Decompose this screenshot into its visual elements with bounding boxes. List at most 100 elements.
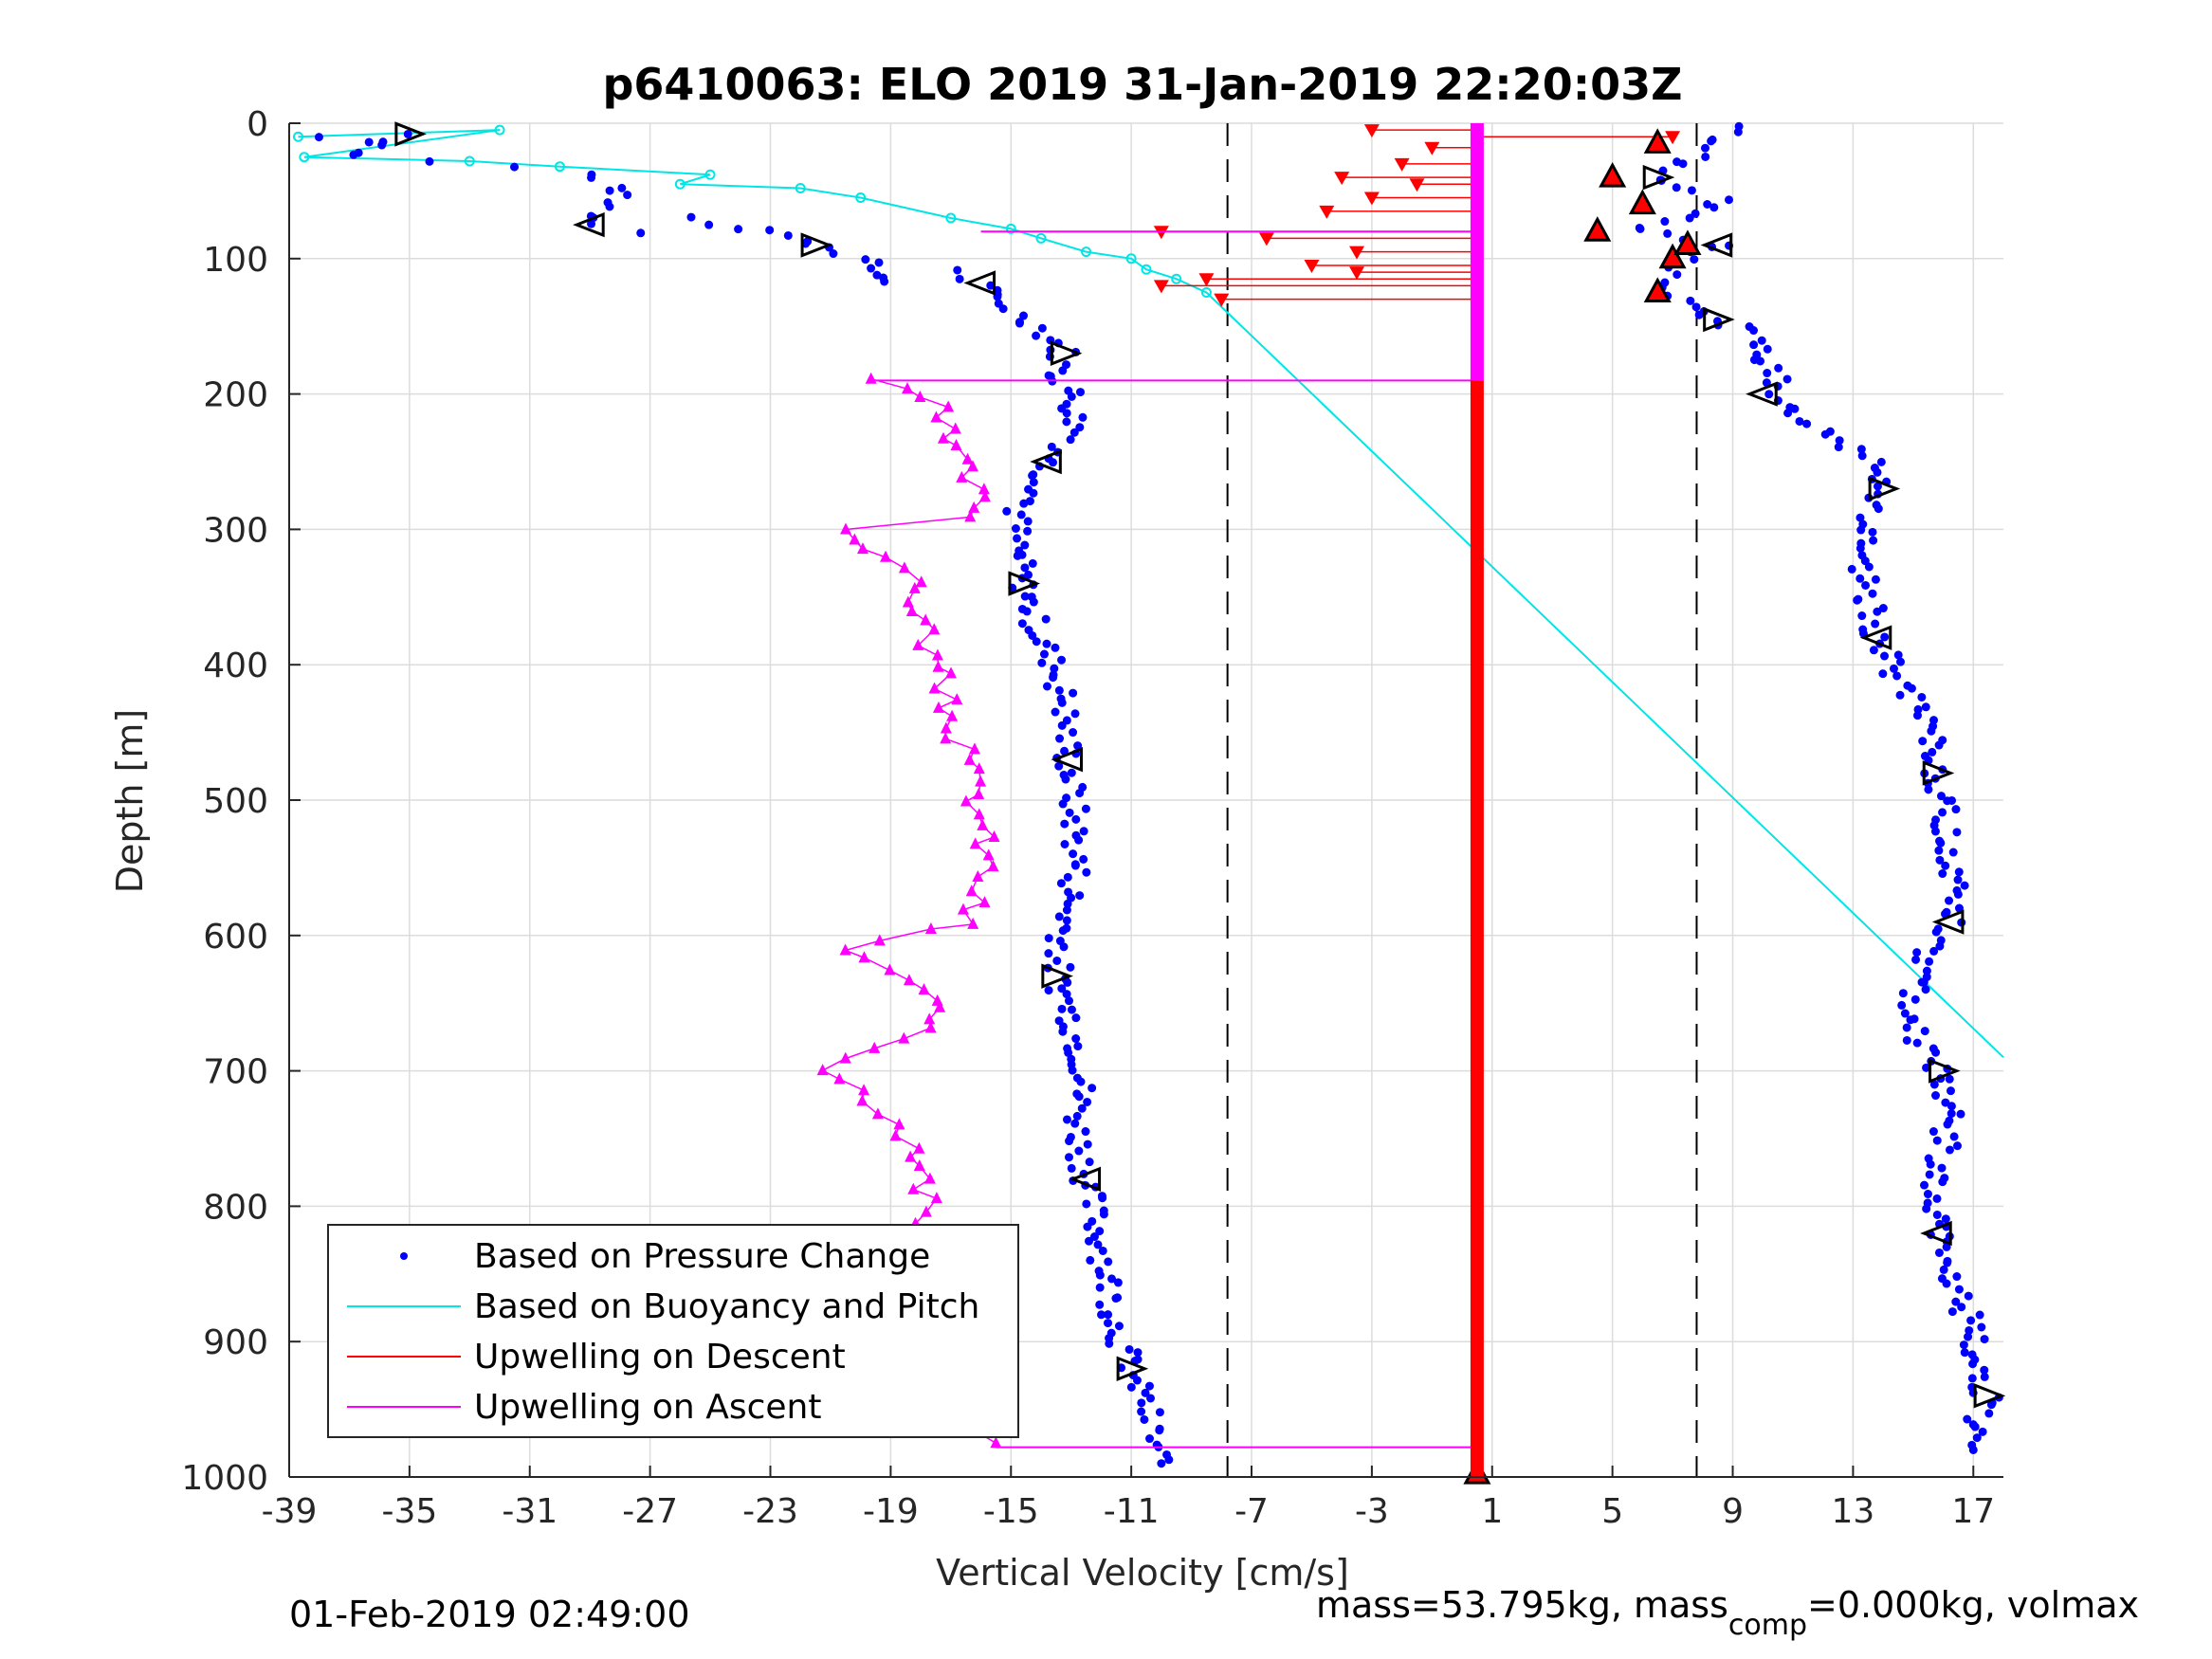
buoyancy-point [464, 155, 475, 167]
upwelling-ascent-point [912, 638, 924, 650]
pressure-point-descent [1075, 891, 1085, 901]
pressure-point-descent [1002, 506, 1012, 516]
pressure-point-ascent [1871, 574, 1880, 584]
y-tick-label: 0 [247, 105, 268, 144]
pressure-point-descent [1059, 942, 1069, 952]
pressure-point-ascent [1964, 1291, 1973, 1301]
x-tick-labels: -39 -35 -31 -27 -23 -19 -15 -11 -7 -3 1 5 9 13 17 [262, 1492, 1996, 1531]
pressure-point-ascent [1686, 296, 1695, 305]
buoyancy-point [1171, 273, 1182, 284]
pressure-point-ascent [1972, 1433, 1982, 1443]
legend-label-pressure: Based on Pressure Change [474, 1237, 930, 1276]
pressure-point-descent [1067, 768, 1076, 777]
upwelling-ascent-point [905, 604, 918, 616]
pitch-triangle-marker [1041, 963, 1073, 989]
buoyancy-point [1125, 253, 1137, 264]
pressure-point-ascent [1795, 416, 1804, 426]
pressure-point-ascent [1762, 378, 1771, 388]
pressure-point-descent [1071, 814, 1081, 824]
pressure-point-descent [1069, 728, 1078, 738]
footer-timestamp: 01-Feb-2019 02:49:00 [289, 1594, 690, 1635]
upwelling-descent-point [1198, 273, 1215, 287]
pressure-point-descent [874, 258, 884, 267]
pitch-triangle-marker [1922, 760, 1955, 786]
x-tick-label: -7 [1234, 1492, 1269, 1531]
pressure-point-ascent [1733, 127, 1743, 137]
pressure-point-descent [1071, 1034, 1081, 1044]
pressure-point-ascent [1636, 224, 1645, 233]
pressure-point-ascent [1980, 1365, 1989, 1375]
pressure-point-descent [1049, 458, 1058, 467]
upwelling-ascent-point [928, 682, 941, 694]
upwelling-ascent-point [987, 860, 999, 872]
upwelling-descent-point [1319, 205, 1335, 219]
upwelling-ascent-point [839, 1051, 851, 1064]
upwelling-ascent-point [849, 533, 861, 545]
pressure-point-ascent [1876, 457, 1886, 466]
pitch-triangle-marker [573, 211, 605, 238]
pressure-point-descent [998, 304, 1008, 314]
buoyancy-point [1141, 264, 1152, 275]
pitch-triangle-marker [1642, 164, 1675, 191]
pressure-point-descent [617, 183, 627, 192]
pressure-point-ascent [1912, 948, 1922, 957]
pressure-point-ascent [1954, 903, 1964, 913]
pressure-point-descent [1051, 643, 1060, 652]
pressure-point-ascent [1941, 1214, 1950, 1224]
buoyancy-point [293, 131, 304, 142]
upwelling-ascent-point [966, 460, 978, 472]
upwelling-descent-point [1349, 246, 1365, 260]
pressure-point-descent [1054, 912, 1064, 921]
pressure-point-ascent [1663, 228, 1673, 238]
pressure-point-ascent [1931, 1091, 1941, 1101]
pressure-point-descent [1074, 1146, 1084, 1156]
y-tick-label: 800 [203, 1188, 268, 1227]
upwelling-ascent-point [839, 522, 851, 535]
legend-entry-upwelling-ascent: Upwelling on Ascent [347, 1388, 821, 1427]
pressure-point-ascent [1701, 152, 1710, 161]
pressure-point-descent [1073, 1042, 1083, 1051]
pressure-point-ascent [1847, 564, 1856, 574]
legend-marker-pressure [400, 1252, 408, 1260]
upwelling-ascent-point [902, 382, 914, 394]
pressure-point-ascent [1954, 867, 1964, 877]
pressure-point-descent [1062, 1115, 1071, 1124]
upwelling-ascent-point [914, 390, 926, 402]
pitch-triangle-marker [1051, 746, 1084, 773]
pressure-point-descent [1083, 1222, 1092, 1231]
upwelling-ascent-point [865, 372, 877, 384]
upwelling-ascent-point [928, 623, 941, 635]
pressure-point-ascent [1936, 792, 1946, 801]
pressure-point-ascent [1943, 1120, 1952, 1129]
pressure-point-descent [1124, 1344, 1134, 1354]
pressure-point-descent [1070, 709, 1080, 719]
pressure-point-ascent [1856, 513, 1865, 522]
pressure-point-ascent [1970, 1422, 1980, 1431]
upwelling-ascent-point [968, 742, 980, 755]
upwelling-ascent-point [968, 501, 980, 513]
pressure-point-ascent [1672, 183, 1681, 192]
pressure-point-ascent [1947, 1109, 1956, 1119]
pressure-point-descent [1070, 861, 1080, 870]
pressure-point-ascent [1934, 1248, 1944, 1257]
upwelling-ascent-point [839, 943, 851, 956]
x-tick-label: 5 [1601, 1492, 1623, 1531]
pressure-point-descent [1095, 1227, 1105, 1236]
x-tick-label: -15 [983, 1492, 1039, 1531]
pressure-point-ascent [1748, 326, 1758, 336]
pressure-point-descent [425, 156, 434, 166]
pressure-point-ascent [1912, 1038, 1922, 1048]
upwelling-descent-point [1153, 280, 1169, 294]
pressure-point-ascent [1910, 994, 1920, 1004]
pressure-point-descent [1083, 1097, 1092, 1106]
pressure-point-descent [510, 162, 520, 172]
pressure-point-ascent [1926, 1159, 1935, 1169]
pressure-point-descent [1013, 551, 1022, 560]
pressure-point-descent [1064, 1153, 1073, 1162]
pressure-point-ascent [1869, 536, 1878, 545]
pressure-point-ascent [1949, 1132, 1959, 1141]
pressure-point-descent [953, 265, 962, 275]
pressure-point-descent [1057, 720, 1067, 730]
pitch-triangle-marker [1973, 1383, 2006, 1409]
upwelling-ascent-point [931, 648, 943, 661]
